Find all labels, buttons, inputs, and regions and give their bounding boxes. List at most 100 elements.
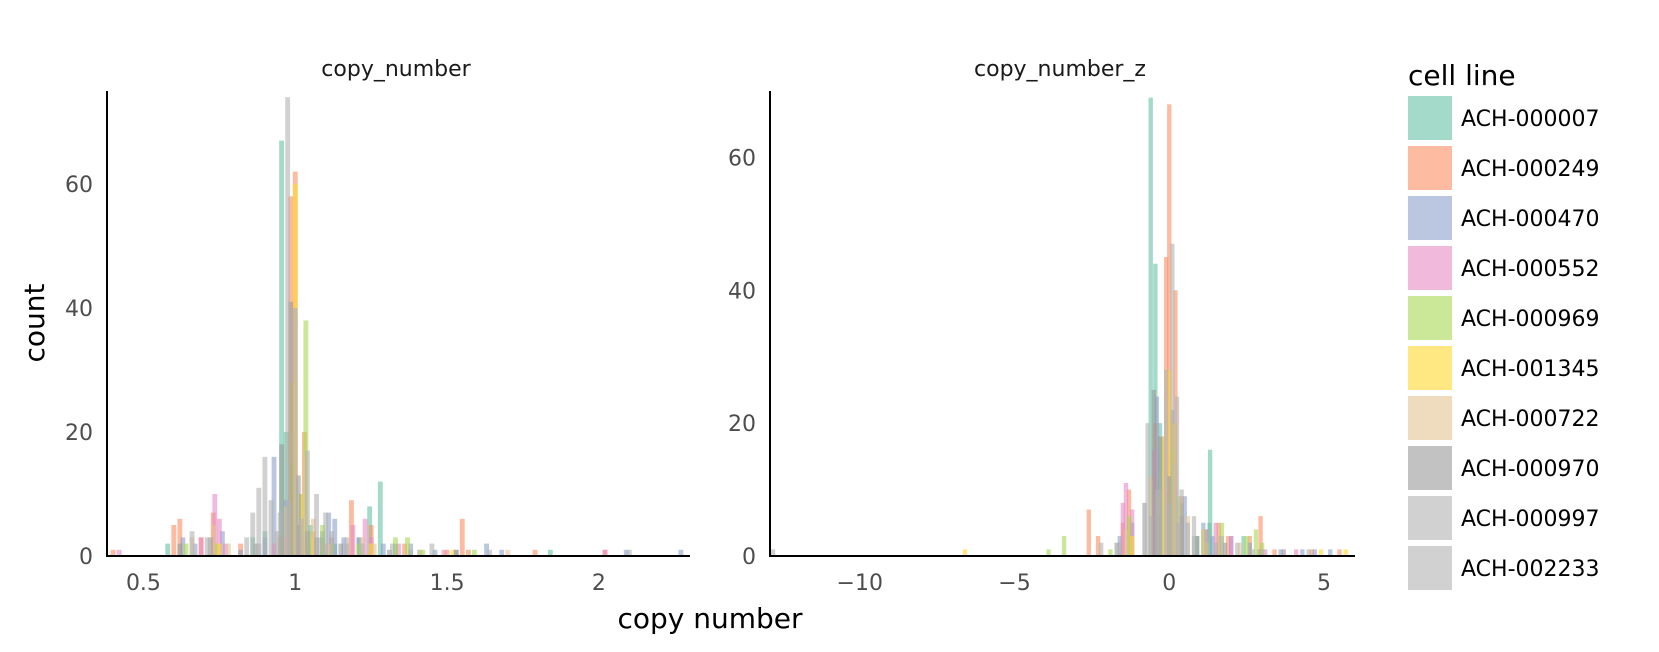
bar-ach-002233-2: [286, 500, 292, 556]
bar-ach-000997-1: [1117, 542, 1122, 556]
bar-ach-000552-12: [396, 543, 401, 556]
x-tick-label: −10: [837, 571, 883, 596]
bar-ach-000249-6: [1167, 104, 1172, 556]
legend-label-ach-000470: ACH-000470: [1461, 207, 1600, 232]
y-axis-ticks-copy-number: 0 20 40 60: [65, 173, 93, 570]
bar-ach-000997-8: [1185, 522, 1191, 556]
bar-ach-000007-3: [279, 140, 285, 556]
bar-ach-000552-2: [1129, 509, 1135, 556]
bar-ach-000470-9: [326, 512, 332, 556]
bar-ach-000969-0: [1046, 549, 1051, 556]
bar-ach-001345-5: [368, 543, 374, 556]
y-tick-label: 0: [79, 545, 93, 570]
bar-ach-000470-13: [380, 543, 386, 556]
bar-ach-000970-4: [288, 301, 294, 556]
bar-ach-001345-3: [1167, 370, 1172, 556]
bar-ach-000722-6: [311, 518, 316, 556]
bar-ach-000552-4: [222, 543, 228, 556]
y-tick-label: 20: [728, 412, 756, 437]
bar-ach-000249-16: [459, 518, 465, 556]
bar-ach-000470-15: [432, 549, 438, 556]
bar-ach-000249-0: [1086, 509, 1091, 556]
y-tick-label: 40: [65, 297, 93, 322]
bar-ach-000470-5: [271, 456, 277, 556]
bar-ach-000997-16: [390, 543, 395, 556]
y-tick-label: 40: [728, 279, 756, 304]
bar-ach-000722-5: [301, 456, 307, 556]
bar-ach-000969-3: [1126, 516, 1132, 556]
bar-ach-000970-10: [453, 549, 459, 556]
bar-ach-000722-7: [326, 543, 332, 556]
x-tick-label: 0: [1162, 571, 1176, 596]
bar-ach-000722-9: [371, 543, 377, 556]
bar-ach-000249-14: [402, 543, 407, 556]
bar-ach-000997-12: [1235, 542, 1240, 556]
bar-ach-000997-10: [1204, 529, 1209, 556]
x-axis-ticks-copy-number-z: −10 −5 0 5: [837, 571, 1332, 596]
bar-ach-000997-6: [268, 500, 274, 556]
bar-ach-001345-1: [1129, 536, 1135, 556]
x-tick-label: −5: [998, 571, 1030, 596]
bar-ach-002233-1: [274, 531, 280, 556]
bar-ach-000969-11: [1259, 542, 1265, 556]
bar-ach-000249-1: [171, 525, 177, 556]
bar-ach-000722-0: [1123, 529, 1129, 556]
bar-ach-002233-1: [1148, 516, 1153, 556]
bar-ach-000997-0: [189, 531, 195, 556]
panel-title-copy-number-z: copy_number_z: [974, 57, 1146, 82]
bar-ach-000997-4: [256, 487, 262, 556]
bar-ach-000470-19: [623, 549, 629, 556]
bar-ach-000470-11: [1300, 549, 1305, 556]
bar-ach-000969-10: [1253, 529, 1259, 556]
bar-ach-000552-13: [441, 549, 447, 556]
bar-ach-002233-5: [344, 543, 350, 556]
legend-label-ach-000969: ACH-000969: [1461, 307, 1600, 332]
x-tick-label: 1: [288, 571, 302, 596]
bar-ach-001345-6: [450, 549, 456, 556]
legend-swatch-ach-000470: [1408, 196, 1452, 240]
bar-ach-000969-9: [393, 537, 398, 556]
bar-ach-000997-11: [314, 494, 319, 556]
bar-ach-000552-5: [271, 543, 277, 556]
y-tick-label: 0: [742, 545, 756, 570]
bar-ach-000969-10: [405, 537, 411, 556]
bar-ach-000997-6: [1174, 396, 1180, 556]
bar-ach-000249-15: [1309, 549, 1314, 556]
bar-ach-002233-5: [1191, 536, 1197, 556]
histogram-bars-copy-number: [110, 97, 684, 556]
bar-ach-000470-9: [1247, 542, 1252, 556]
bar-ach-000997-1: [204, 537, 210, 556]
legend-label-ach-000997: ACH-000997: [1461, 507, 1600, 532]
bar-ach-000969-1: [213, 543, 219, 556]
legend-swatch-ach-000249: [1408, 146, 1452, 190]
bar-ach-000970-5: [295, 475, 301, 556]
bar-ach-000470-10: [1278, 549, 1283, 556]
bar-ach-000997-8: [285, 97, 291, 556]
legend-label-ach-002233: ACH-002233: [1461, 557, 1600, 582]
panel-title-copy-number: copy_number: [321, 57, 471, 82]
bar-ach-000722-1: [210, 525, 216, 556]
bar-ach-000970-0: [177, 543, 183, 556]
bar-ach-000997-3: [1154, 489, 1160, 556]
histogram-bars-copy-number-z: [770, 97, 1348, 557]
bar-ach-000997-12: [323, 512, 329, 556]
bar-ach-000007-15: [547, 549, 553, 556]
legend-label-ach-000249: ACH-000249: [1461, 157, 1600, 182]
bar-ach-000007-0: [1148, 97, 1153, 556]
bar-ach-000997-7: [277, 512, 283, 556]
bar-ach-000470-12: [1312, 549, 1317, 556]
legend-swatch-ach-000997: [1408, 496, 1452, 540]
x-axis-ticks-copy-number: 0.5 1 1.5 2: [126, 571, 606, 596]
bar-ach-000552-8: [1263, 549, 1268, 556]
bar-ach-002233-6: [1213, 542, 1218, 556]
bar-ach-000997-2: [1145, 423, 1150, 556]
bar-ach-000552-6: [1213, 522, 1218, 556]
bar-ach-000249-0: [110, 549, 116, 556]
bar-ach-000997-2: [244, 537, 250, 556]
bar-ach-000470-2: [1154, 396, 1160, 556]
legend: cell line ACH-000007 ACH-000249 ACH-000470…: [1408, 59, 1600, 590]
bar-ach-000552-9: [1294, 549, 1299, 556]
bar-ach-000969-5: [308, 531, 313, 556]
bar-ach-000997-14: [1306, 549, 1311, 556]
bar-ach-000470-10: [332, 518, 338, 556]
